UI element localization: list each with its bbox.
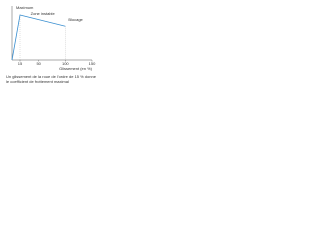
x-tick-label: 150 [89,61,96,66]
x-axis-label: Glissement (en %) [59,66,93,71]
caption: Un glissement de la roue de l'ordre de 1… [6,74,96,84]
x-tick-label: 100 [62,61,69,66]
annotation: Zone instable [31,11,56,16]
page: {"chart_data":{"type":"line","x":[0,15,1… [0,0,100,93]
annotation: Blocage [68,17,83,22]
x-tick-label: 50 [36,61,41,66]
x-tick-label: 15 [18,61,23,66]
annotation: Maximum [16,5,34,10]
